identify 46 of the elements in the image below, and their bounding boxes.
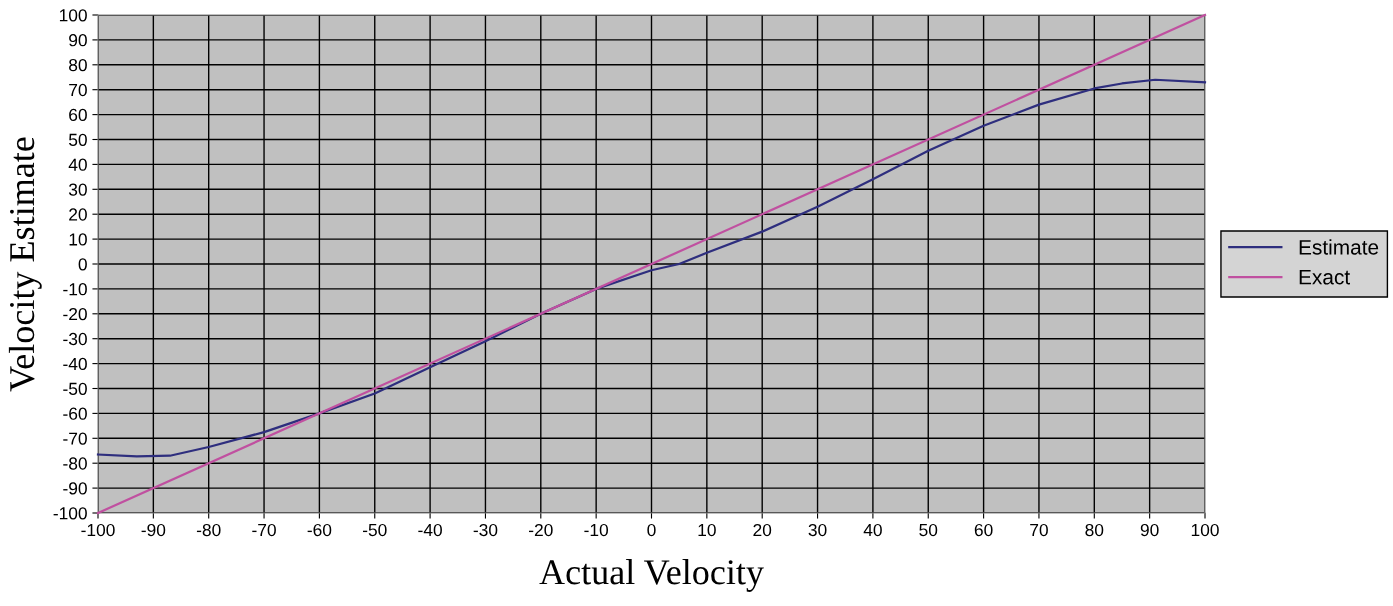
x-tick-label: 60 — [974, 523, 993, 537]
legend-label: Estimate — [1299, 239, 1379, 255]
x-tick-label: 40 — [863, 523, 882, 537]
x-tick-label: -70 — [252, 523, 276, 537]
y-tick-label: 70 — [69, 83, 87, 97]
y-tick-label: -30 — [63, 332, 87, 346]
y-tick-label: 50 — [68, 133, 87, 146]
x-tick-label: -50 — [362, 523, 387, 537]
legend-label: Exact — [1299, 269, 1350, 285]
x-tick-label: -40 — [418, 523, 442, 537]
x-tick-label: -60 — [307, 523, 332, 537]
x-tick-label: 10 — [698, 523, 716, 537]
x-tick-label: -20 — [529, 523, 553, 537]
x-tick-label: 0 — [647, 523, 656, 537]
y-tick-label: 80 — [69, 58, 87, 72]
y-tick-label: -20 — [63, 307, 87, 321]
y-axis-title: Velocity Estimate — [8, 137, 42, 392]
y-tick-label: -70 — [63, 432, 87, 445]
y-tick-label: -40 — [63, 357, 87, 371]
y-tick-label: 0 — [78, 258, 87, 271]
x-tick-label: -10 — [584, 523, 609, 537]
x-tick-label: -30 — [473, 523, 498, 537]
y-tick-label: -10 — [63, 283, 87, 296]
y-tick-label: 20 — [69, 208, 87, 221]
y-tick-label: -90 — [63, 482, 87, 495]
x-tick-label: -100 — [81, 523, 115, 537]
x-axis-title: Actual Velocity — [539, 559, 764, 592]
x-tick-label: 30 — [808, 523, 827, 537]
y-tick-label: -50 — [63, 382, 87, 395]
y-tick-label: -100 — [53, 507, 87, 520]
y-tick-label: -80 — [63, 457, 87, 470]
x-tick-label: 20 — [753, 523, 772, 537]
y-tick-label: -60 — [63, 407, 87, 420]
x-tick-label: 100 — [1191, 523, 1219, 537]
x-tick-label: 90 — [1140, 523, 1159, 537]
y-tick-label: 100 — [59, 9, 87, 22]
x-tick-label: 50 — [919, 523, 938, 537]
x-tick-label: 70 — [1030, 523, 1048, 537]
y-tick-label: 90 — [69, 34, 87, 47]
y-tick-label: 60 — [69, 108, 87, 122]
y-tick-label: 40 — [68, 158, 87, 171]
x-tick-label: -90 — [141, 523, 166, 537]
y-tick-label: 10 — [69, 233, 87, 246]
x-tick-label: -80 — [196, 523, 221, 537]
y-tick-label: 30 — [68, 183, 87, 196]
x-tick-label: 80 — [1085, 523, 1104, 537]
